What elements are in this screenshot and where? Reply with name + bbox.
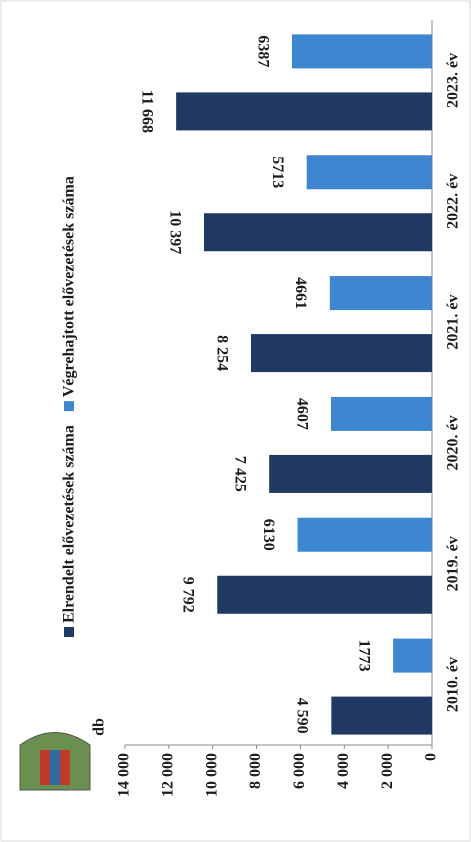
data-label: 4661	[292, 277, 309, 309]
x-tick-label: 2019. év	[445, 536, 462, 591]
bar	[251, 334, 432, 373]
y-tick-label: 12 000	[160, 753, 177, 797]
x-tick-label: 2022. év	[445, 174, 462, 229]
y-axis-label: db	[91, 718, 108, 736]
legend-label: Elrendelt elővezetések száma	[61, 425, 78, 623]
data-label: 1773	[355, 640, 372, 672]
y-tick-label: 0	[423, 753, 440, 761]
bar	[393, 638, 432, 673]
legend-swatch	[64, 401, 74, 412]
bar	[306, 155, 433, 190]
bar	[331, 696, 433, 735]
y-tick-label: 14 000	[116, 753, 133, 797]
bar	[297, 517, 432, 552]
data-label: 8 254	[213, 335, 230, 371]
data-label: 10 397	[166, 210, 183, 254]
x-tick-label: 2023. év	[445, 53, 462, 108]
bar	[329, 276, 432, 311]
logo	[19, 732, 91, 791]
y-tick-label: 6 000	[291, 753, 308, 789]
data-label: 4607	[293, 398, 310, 430]
y-tick-label: 4 000	[335, 753, 352, 789]
plot: db 0 2 000 4 000 6 000 8 000 10 000 12 000 14 0…	[61, 20, 462, 797]
data-label: 5713	[269, 156, 286, 188]
y-tick-label: 8 000	[247, 753, 264, 789]
x-tick-label: 2021. év	[445, 295, 462, 350]
legend-swatch	[64, 627, 74, 637]
x-tick-label: 2020. év	[445, 415, 462, 470]
data-label: 4 590	[294, 698, 311, 734]
data-label: 6130	[260, 519, 277, 551]
bar	[204, 213, 432, 252]
bar	[269, 454, 432, 493]
bar	[330, 396, 432, 431]
legend-label: Végrehajtott elővezetések száma	[61, 176, 78, 397]
data-label: 7 425	[232, 456, 249, 492]
y-tick-label: 10 000	[203, 753, 220, 797]
x-tick-label: 2010. év	[445, 657, 462, 712]
data-label: 9 792	[180, 577, 197, 613]
bar	[217, 575, 432, 614]
y-tick-label: 2 000	[379, 753, 396, 789]
data-label: 6387	[254, 35, 271, 67]
data-label: 11 668	[138, 90, 155, 133]
bar	[176, 92, 432, 131]
bar	[291, 34, 432, 69]
